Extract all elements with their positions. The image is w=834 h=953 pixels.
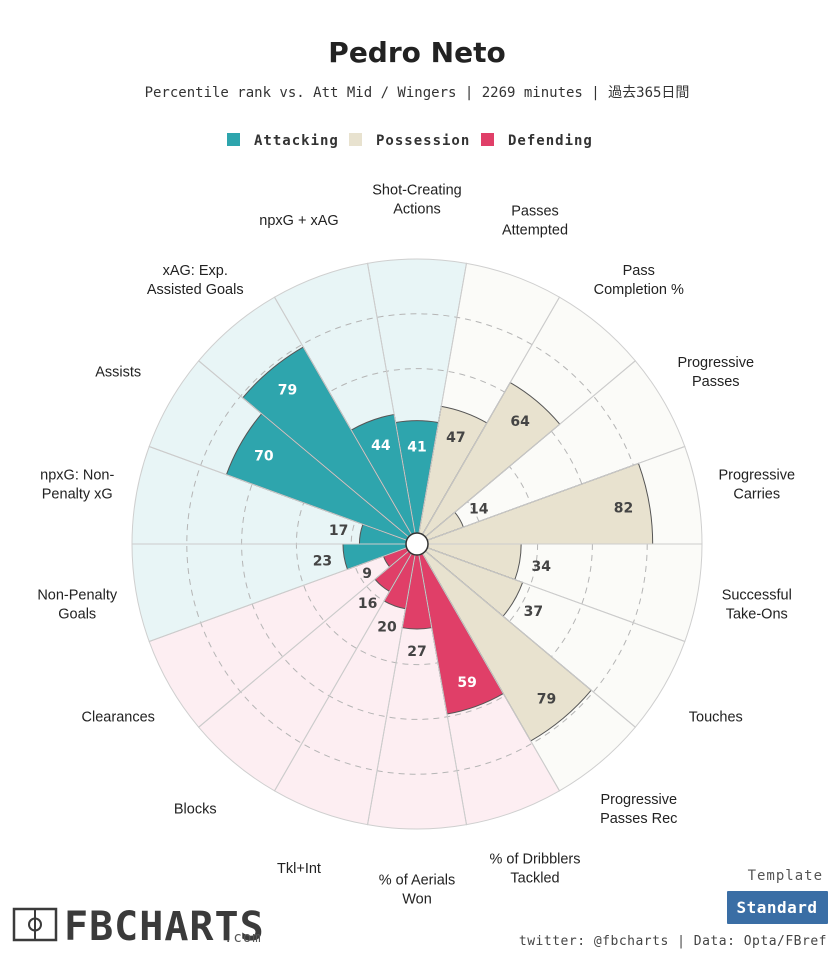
- value-label-successful-take-ons: 34: [532, 559, 552, 575]
- legend-label-defending: Defending: [508, 133, 593, 149]
- value-bars: [225, 346, 654, 742]
- value-label-tkl-int: 20: [377, 620, 397, 636]
- spoke: [425, 550, 636, 728]
- spoke: [274, 296, 412, 535]
- value-label-progressive-passes-rec: 79: [537, 691, 556, 707]
- legend-swatch-possession: [349, 133, 362, 146]
- value-label-clearances: 9: [362, 566, 372, 582]
- category-label-successful-take-ons: Successful Take-Ons: [722, 587, 792, 622]
- legend-label-possession: Possession: [376, 133, 470, 149]
- spoke: [274, 553, 412, 792]
- fbcharts-logo: FBCHARTS .com: [12, 904, 265, 950]
- chart-title: Pedro Neto: [328, 36, 505, 69]
- spoke: [367, 263, 416, 534]
- legend: Attacking Possession Defending: [227, 133, 593, 149]
- category-label-shot-creating-actions: Shot-Creating Actions: [372, 183, 461, 218]
- value-label-blocks: 16: [358, 596, 377, 612]
- template-standard-label[interactable]: Standard: [736, 898, 817, 917]
- category-label-tkl-int: Tkl+Int: [277, 861, 321, 877]
- spoke: [418, 554, 467, 825]
- legend-label-attacking: Attacking: [254, 133, 339, 149]
- spoke: [418, 263, 467, 534]
- value-label-non-penalty-goals: 23: [313, 554, 332, 570]
- pitch-icon: [12, 907, 58, 942]
- category-label-progressive-carries: Progressive Carries: [718, 468, 795, 503]
- spoke: [198, 360, 409, 538]
- footer-credit: twitter: @fbcharts | Data: Opta/FBref: [519, 934, 827, 949]
- value-label-shot-creating-actions: 41: [407, 440, 426, 456]
- spoke: [198, 550, 409, 728]
- spoke: [427, 547, 685, 642]
- category-label-blocks: Blocks: [174, 801, 217, 817]
- logo-wordmark: FBCHARTS: [64, 904, 265, 950]
- spoke: [367, 554, 416, 825]
- spoke: [422, 553, 560, 792]
- value-label-of-dribblers-tackled: 59: [457, 675, 476, 691]
- spoke: [425, 360, 636, 538]
- spoke: [149, 547, 407, 642]
- category-labels: Shot-Creating Actions Passes Attempted Pass C…: [37, 183, 795, 908]
- value-label-npxg-non-penalty-xg: 17: [329, 523, 348, 539]
- legend-swatch-attacking: [227, 133, 240, 146]
- category-label-progressive-passes-rec: Progressive Passes Rec: [600, 792, 677, 827]
- value-label-of-aerials-won: 27: [407, 644, 426, 660]
- value-label-pass-completion: 64: [510, 414, 530, 430]
- template-standard-button[interactable]: Standard: [727, 891, 828, 924]
- chart-subtitle: Percentile rank vs. Att Mid / Wingers | …: [145, 85, 690, 101]
- category-label-npxg-non-penalty-xg: npxG: Non-Penalty xG: [40, 468, 114, 503]
- value-label-progressive-carries: 82: [614, 501, 633, 517]
- template-label: Template: [748, 868, 823, 884]
- category-label-non-penalty-goals: Non-Penalty Goals: [37, 587, 118, 622]
- legend-swatch-defending: [481, 133, 494, 146]
- category-label-of-dribblers-tackled: % of Dribblers Tackled: [489, 852, 580, 887]
- value-label-passes-attempted: 47: [446, 430, 465, 446]
- category-label-assists: Assists: [95, 365, 141, 381]
- category-label-progressive-passes: Progressive Passes: [677, 355, 754, 390]
- category-label-of-aerials-won: % of Aerials Won: [379, 873, 456, 908]
- center-hole: [405, 532, 429, 556]
- category-label-npxg-xag: npxG + xAG: [259, 213, 338, 229]
- value-label-touches: 37: [524, 604, 543, 620]
- spoke: [149, 446, 407, 541]
- spoke: [427, 446, 685, 541]
- category-label-xag-exp-assisted-goals: xAG: Exp. Assisted Goals: [147, 263, 244, 298]
- category-label-clearances: Clearances: [82, 710, 155, 726]
- value-label-xag-exp-assisted-goals: 79: [278, 383, 297, 399]
- spokes: [132, 263, 702, 825]
- category-label-pass-completion: Pass Completion %: [594, 263, 684, 298]
- value-label-assists: 70: [254, 449, 274, 465]
- category-label-passes-attempted: Passes Attempted: [502, 203, 568, 238]
- value-label-npxg-xag: 44: [371, 438, 391, 454]
- logo-suffix: .com: [224, 930, 262, 946]
- spoke: [422, 296, 560, 535]
- value-label-progressive-passes: 14: [469, 501, 489, 517]
- category-label-touches: Touches: [689, 710, 743, 726]
